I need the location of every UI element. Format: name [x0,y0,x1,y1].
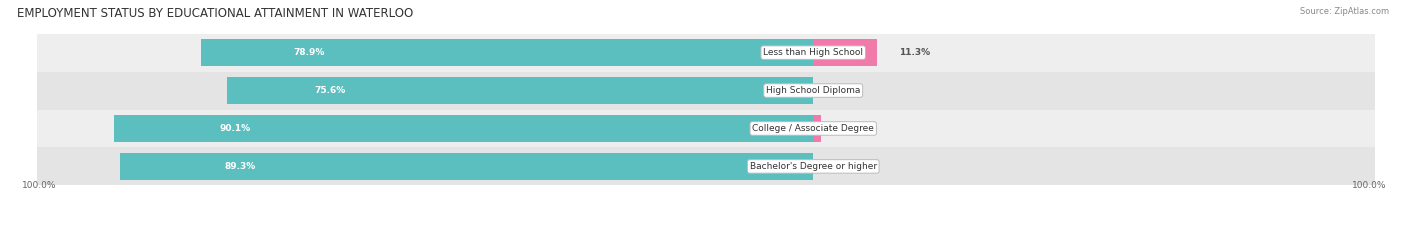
Text: 78.9%: 78.9% [292,48,325,57]
Text: 90.1%: 90.1% [219,124,250,133]
Text: 0.0%: 0.0% [835,162,860,171]
Text: 1.3%: 1.3% [844,124,868,133]
Text: 75.6%: 75.6% [315,86,346,95]
Bar [121,153,813,180]
Text: 11.3%: 11.3% [900,48,931,57]
Bar [38,72,1375,110]
Bar [114,115,813,142]
Text: 100.0%: 100.0% [1351,181,1386,190]
Bar [38,147,1375,185]
Bar [813,115,821,142]
Text: College / Associate Degree: College / Associate Degree [752,124,875,133]
Text: High School Diploma: High School Diploma [766,86,860,95]
Bar [226,77,813,104]
Text: Bachelor's Degree or higher: Bachelor's Degree or higher [749,162,877,171]
Bar [38,110,1375,147]
Bar [813,39,877,66]
Text: 89.3%: 89.3% [225,162,256,171]
Text: 0.0%: 0.0% [835,86,860,95]
Bar [201,39,813,66]
Text: EMPLOYMENT STATUS BY EDUCATIONAL ATTAINMENT IN WATERLOO: EMPLOYMENT STATUS BY EDUCATIONAL ATTAINM… [17,7,413,20]
Text: Less than High School: Less than High School [763,48,863,57]
Bar [38,34,1375,72]
Text: 100.0%: 100.0% [22,181,56,190]
Text: Source: ZipAtlas.com: Source: ZipAtlas.com [1301,7,1389,16]
